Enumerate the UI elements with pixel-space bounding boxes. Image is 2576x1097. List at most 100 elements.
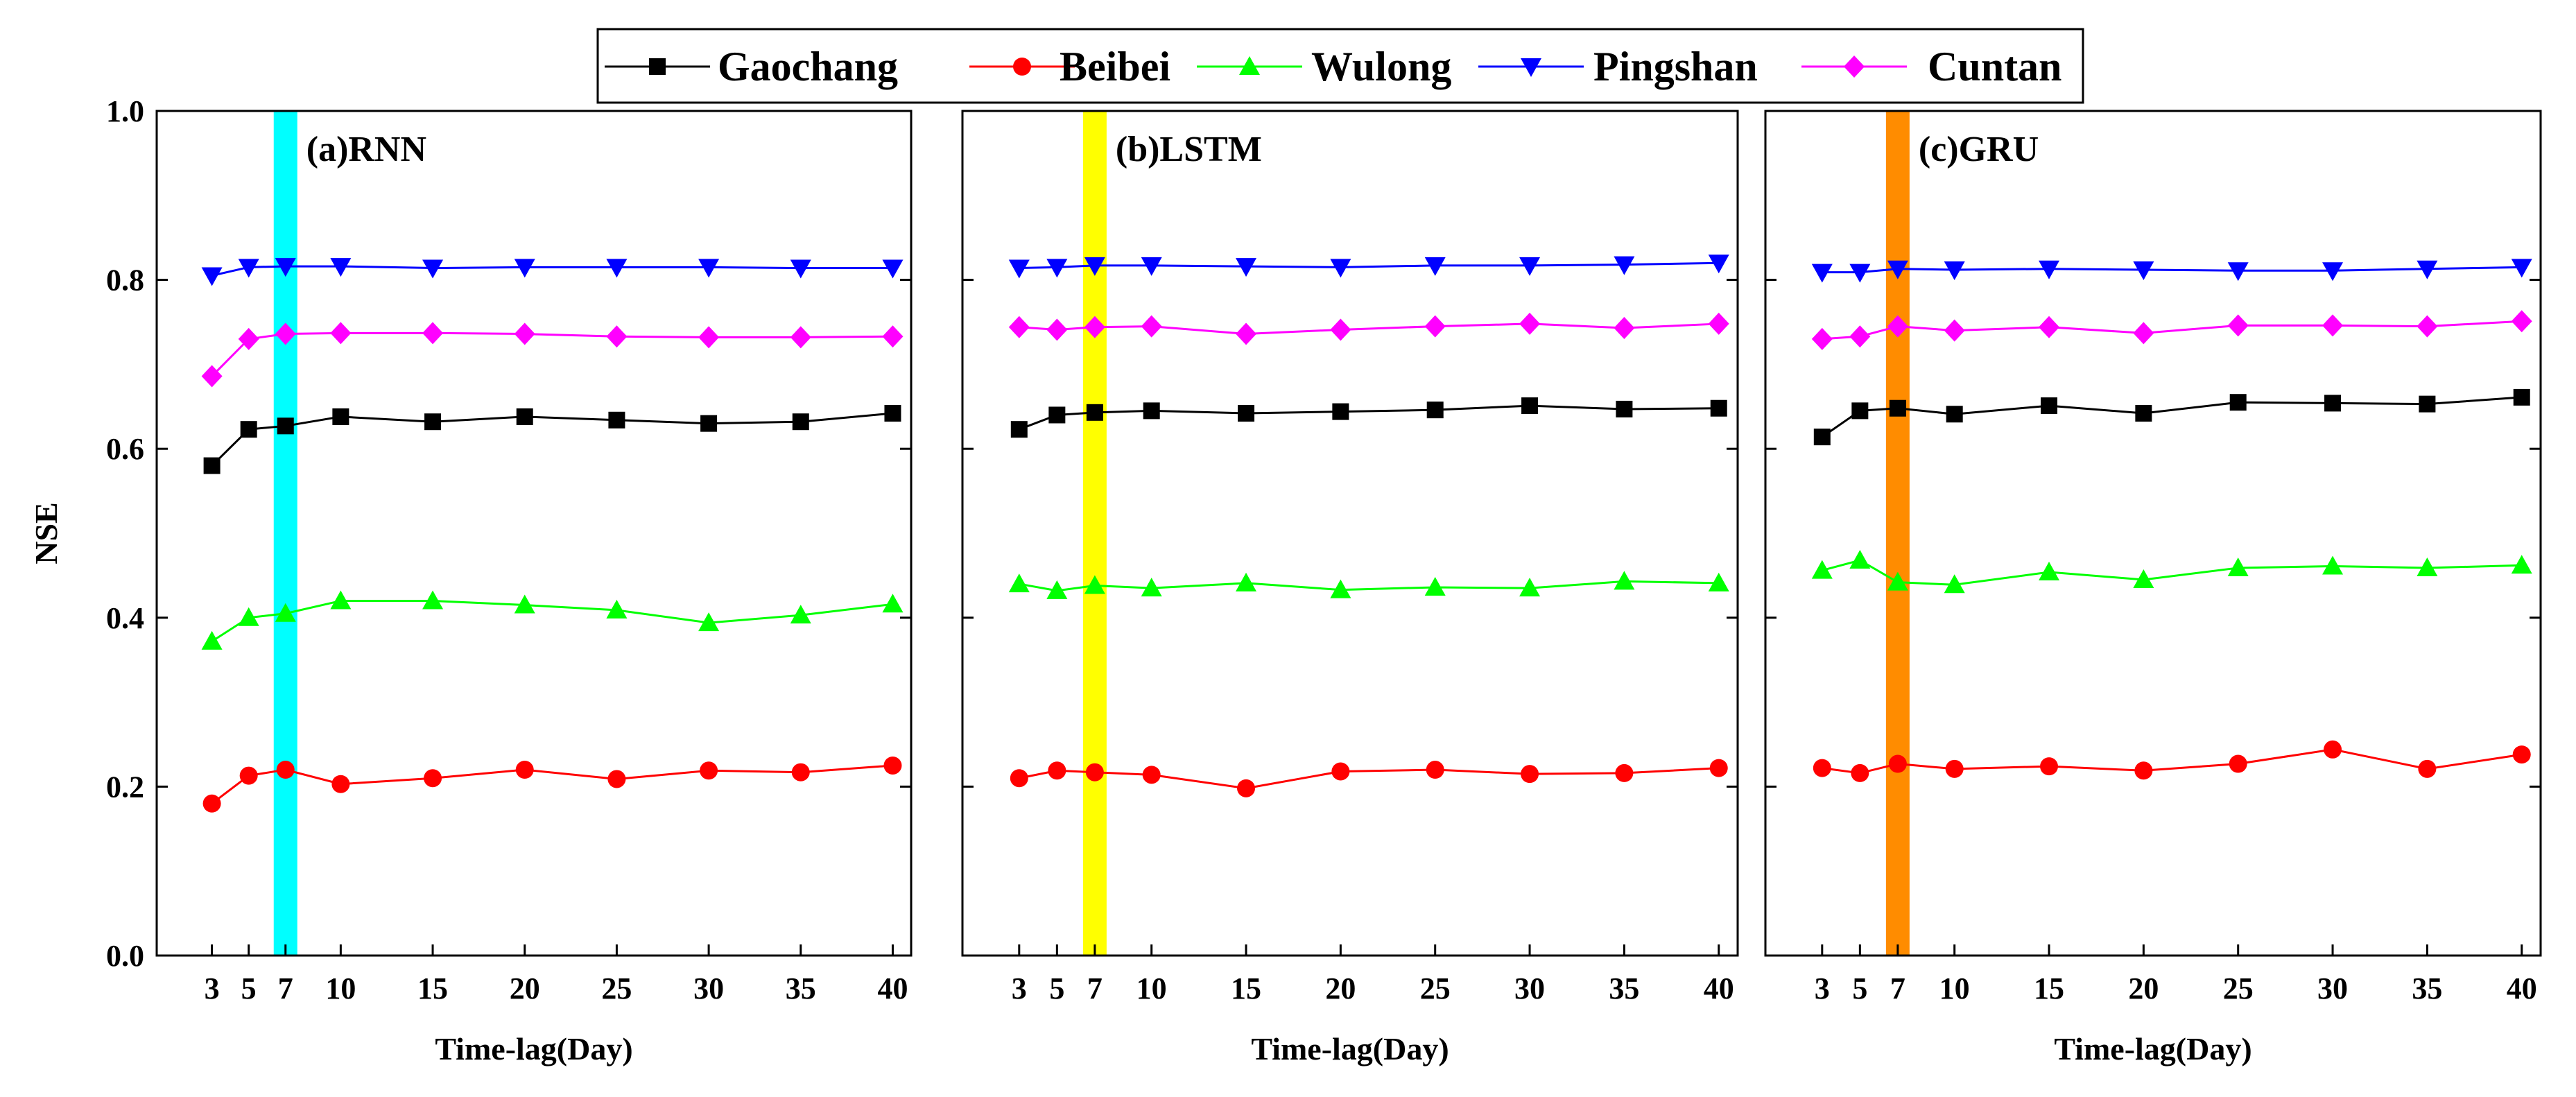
data-point-cuntan (1944, 319, 1965, 342)
panel-title: (a)RNN (306, 130, 426, 169)
series-line-gaochang (211, 412, 893, 467)
x-axis-title: Time-lag(Day) (2054, 1031, 2251, 1066)
series-wulong (1811, 549, 2532, 594)
data-point-wulong (1519, 578, 1541, 597)
x-tick-label: 3 (1815, 971, 1830, 1005)
data-point-pingshan (1424, 257, 1446, 276)
data-point-cuntan (1141, 315, 1162, 338)
data-point-wulong (514, 594, 535, 614)
data-point-beibei (1010, 769, 1028, 788)
series-pingshan (201, 258, 904, 286)
data-point-beibei (515, 761, 534, 779)
data-point-wulong (330, 590, 352, 610)
data-point-cuntan (2039, 316, 2060, 338)
series-pingshan (1811, 259, 2532, 283)
highlight-band-a-rnn (273, 111, 297, 956)
data-point-beibei (1709, 759, 1728, 777)
plot-frame (155, 110, 913, 957)
series-wulong (201, 590, 904, 650)
legend-label-beibei: Beibei (1060, 44, 1170, 89)
data-point-wulong (422, 590, 444, 610)
x-tick-label: 7 (1890, 971, 1905, 1005)
legend-label-gaochang: Gaochang (718, 44, 898, 89)
data-point-beibei (1521, 765, 1539, 784)
y-tick-label: 0.6 (106, 432, 144, 466)
data-point-wulong (1944, 574, 1965, 594)
data-point-cuntan (1236, 322, 1257, 345)
legend-marker-pingshan (1521, 58, 1541, 77)
x-axis-title: Time-lag(Day) (435, 1031, 632, 1066)
x-tick-label: 5 (1049, 971, 1064, 1005)
x-tick-label: 10 (1939, 971, 1970, 1005)
legend-item-wulong: Wulong (1197, 44, 1451, 89)
data-point-cuntan (1887, 315, 1908, 338)
data-point-beibei (1945, 759, 1964, 778)
series-line-wulong (1019, 580, 1719, 592)
data-point-gaochang (2135, 405, 2152, 422)
data-point-gaochang (1143, 402, 1160, 420)
legend-label-pingshan: Pingshan (1593, 44, 1758, 89)
legend-item-cuntan: Cuntan (1801, 44, 2061, 89)
series-beibei (1010, 759, 1728, 797)
data-point-beibei (1888, 754, 1907, 773)
data-point-gaochang (700, 415, 718, 432)
data-point-beibei (202, 794, 221, 813)
legend-marker-cuntan (1844, 55, 1865, 78)
data-point-cuntan (2322, 314, 2344, 337)
data-point-wulong (1046, 580, 1068, 599)
series-line-beibei (1019, 767, 1719, 790)
x-tick-label: 20 (2128, 971, 2159, 1005)
data-point-beibei (239, 766, 258, 785)
data-point-wulong (201, 630, 223, 650)
y-tick-label: 0.8 (106, 264, 144, 297)
x-tick-label: 40 (877, 971, 908, 1005)
x-tick-label: 20 (510, 971, 540, 1005)
x-tick-label: 30 (693, 971, 724, 1005)
data-point-pingshan (330, 258, 352, 277)
data-point-beibei (1085, 763, 1104, 781)
data-point-cuntan (1519, 312, 1541, 335)
series-beibei (202, 756, 902, 813)
series-line-cuntan (1019, 322, 1719, 336)
data-point-pingshan (1708, 254, 1729, 274)
data-point-gaochang (1086, 404, 1103, 421)
data-point-wulong (2227, 557, 2249, 576)
x-tick-label: 30 (2317, 971, 2348, 1005)
data-point-beibei (607, 770, 626, 788)
legend-marker-gaochang (649, 58, 666, 75)
data-point-beibei (1426, 761, 1444, 779)
data-point-cuntan (514, 322, 535, 345)
data-point-gaochang (608, 411, 625, 429)
data-point-beibei (883, 756, 902, 775)
data-point-beibei (276, 761, 295, 779)
series-line-wulong (211, 599, 893, 643)
data-point-cuntan (2227, 314, 2249, 337)
data-point-beibei (700, 761, 718, 780)
y-tick-label: 1.0 (106, 94, 144, 128)
highlight-band-b-lstm (1082, 111, 1107, 956)
data-point-beibei (2040, 757, 2059, 776)
x-tick-label: 30 (1514, 971, 1545, 1005)
data-point-pingshan (2322, 262, 2344, 282)
series-line-gaochang (1019, 404, 1719, 431)
legend-item-gaochang: Gaochang (605, 44, 898, 89)
data-point-wulong (238, 607, 259, 626)
data-point-pingshan (606, 259, 628, 278)
data-point-wulong (1084, 575, 1105, 594)
data-point-wulong (275, 603, 296, 622)
series-line-cuntan (211, 331, 893, 377)
data-point-cuntan (2133, 322, 2154, 345)
data-point-cuntan (606, 325, 628, 348)
data-point-cuntan (790, 326, 811, 349)
x-axis-title: Time-lag(Day) (1251, 1031, 1449, 1066)
x-tick-label: 25 (601, 971, 632, 1005)
data-point-cuntan (698, 326, 720, 349)
series-line-pingshan (1822, 266, 2522, 274)
legend-marker-wulong (1239, 56, 1260, 75)
data-point-gaochang (2419, 395, 2436, 413)
legend-item-pingshan: Pingshan (1478, 44, 1758, 89)
data-point-cuntan (1811, 327, 1833, 350)
data-point-beibei (1142, 766, 1161, 784)
